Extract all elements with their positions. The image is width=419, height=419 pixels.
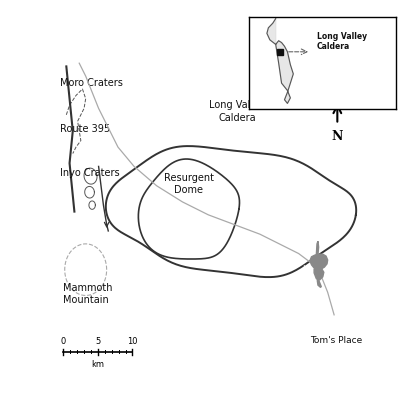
Text: Crowley
Lake: Crowley Lake	[295, 254, 328, 274]
Text: Long Valley
Caldera: Long Valley Caldera	[210, 101, 265, 123]
Polygon shape	[317, 279, 321, 287]
Text: 0: 0	[60, 337, 66, 346]
Text: 5: 5	[95, 337, 101, 346]
Text: km: km	[91, 360, 104, 369]
Text: Tom's Place: Tom's Place	[310, 336, 362, 345]
Text: N: N	[331, 130, 343, 143]
Polygon shape	[314, 269, 324, 280]
Polygon shape	[310, 254, 328, 270]
Polygon shape	[316, 241, 318, 255]
Text: Route 395: Route 395	[60, 124, 110, 134]
Text: Long Valley
Caldera: Long Valley Caldera	[317, 32, 367, 52]
Text: 10: 10	[127, 337, 138, 346]
Text: Mammoth
Mountain: Mammoth Mountain	[63, 283, 113, 305]
Text: Resurgent
Dome: Resurgent Dome	[164, 173, 214, 195]
Text: Moro Craters: Moro Craters	[60, 78, 123, 88]
Text: Inyo Craters: Inyo Craters	[60, 168, 119, 178]
Polygon shape	[267, 18, 293, 103]
